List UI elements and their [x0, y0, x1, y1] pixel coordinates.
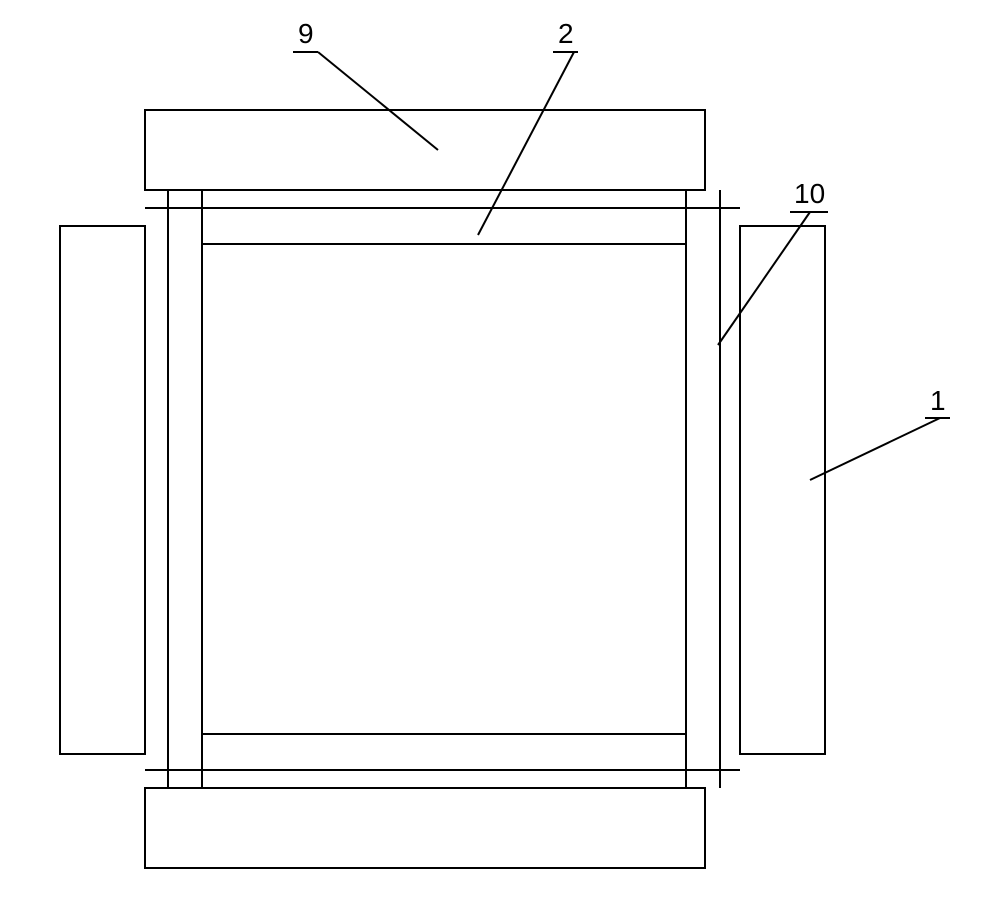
leader-1 — [810, 418, 940, 480]
label-2: 2 — [558, 18, 574, 50]
diagram-canvas — [0, 0, 1000, 906]
top-bar — [145, 110, 705, 190]
label-1: 1 — [930, 385, 946, 417]
left-side-bar — [60, 226, 145, 754]
leader-9 — [318, 52, 438, 150]
right-side-bar — [740, 226, 825, 754]
leader-10 — [718, 212, 810, 345]
label-10: 10 — [794, 178, 825, 210]
label-9: 9 — [298, 18, 314, 50]
bottom-bar — [145, 788, 705, 868]
